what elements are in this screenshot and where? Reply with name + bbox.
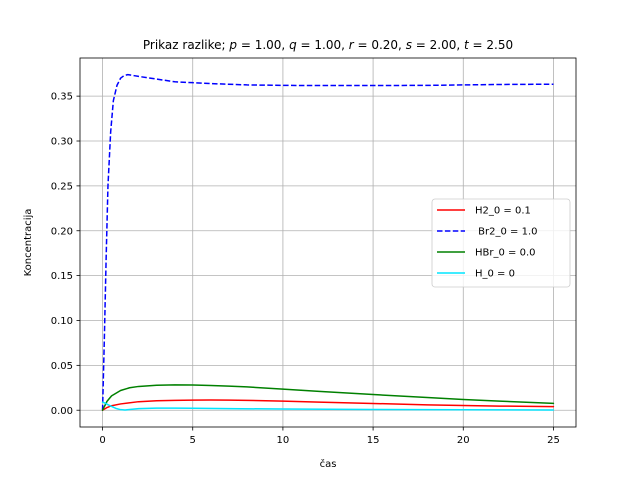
y-tick-label: 0.25 <box>51 181 73 192</box>
y-tick-label: 0.00 <box>51 406 73 417</box>
legend-box <box>431 198 571 288</box>
series-line-0 <box>101 399 555 411</box>
x-tick-label: 5 <box>190 435 196 446</box>
y-tick-label: 0.10 <box>51 316 73 327</box>
x-tick-label: 15 <box>367 435 380 446</box>
x-axis: 0 5 10 15 20 25 <box>99 427 560 446</box>
legend-label-1: Br2_0 = 1.0 <box>475 227 538 238</box>
legend-label-3: H_0 = 0 <box>475 269 515 280</box>
y-tick-label: 0.30 <box>51 137 73 148</box>
y-tick-label: 0.35 <box>51 92 73 103</box>
y-tick-label: 0.05 <box>51 361 73 372</box>
chart-title: Prikaz razlike; p = 1.00, q = 1.00, r = … <box>143 38 513 52</box>
axes-frame <box>79 57 577 428</box>
series-line-3 <box>101 401 555 411</box>
x-tick-label: 10 <box>277 435 290 446</box>
y-tick-label: 0.15 <box>51 271 73 282</box>
series-line-1 <box>101 73 554 411</box>
x-tick-label: 20 <box>457 435 470 446</box>
y-tick-label: 0.20 <box>51 226 73 237</box>
legend-label-2: HBr_0 = 0.0 <box>475 248 536 259</box>
series-line-2 <box>101 384 555 411</box>
x-axis-title: čas <box>320 458 337 470</box>
x-tick-label: 0 <box>99 435 105 446</box>
plot-lines <box>101 73 555 411</box>
y-axis-title: Koncentracija <box>23 209 34 277</box>
y-axis: 0.00 0.05 0.10 0.15 0.20 0.25 0.30 0.35 <box>51 92 80 417</box>
legend-label-0: H2_0 = 0.1 <box>475 206 531 217</box>
x-tick-label: 25 <box>547 435 560 446</box>
legend: H2_0 = 0.1 Br2_0 = 1.0 HBr_0 = 0.0 H_0 = 0 <box>431 198 571 288</box>
